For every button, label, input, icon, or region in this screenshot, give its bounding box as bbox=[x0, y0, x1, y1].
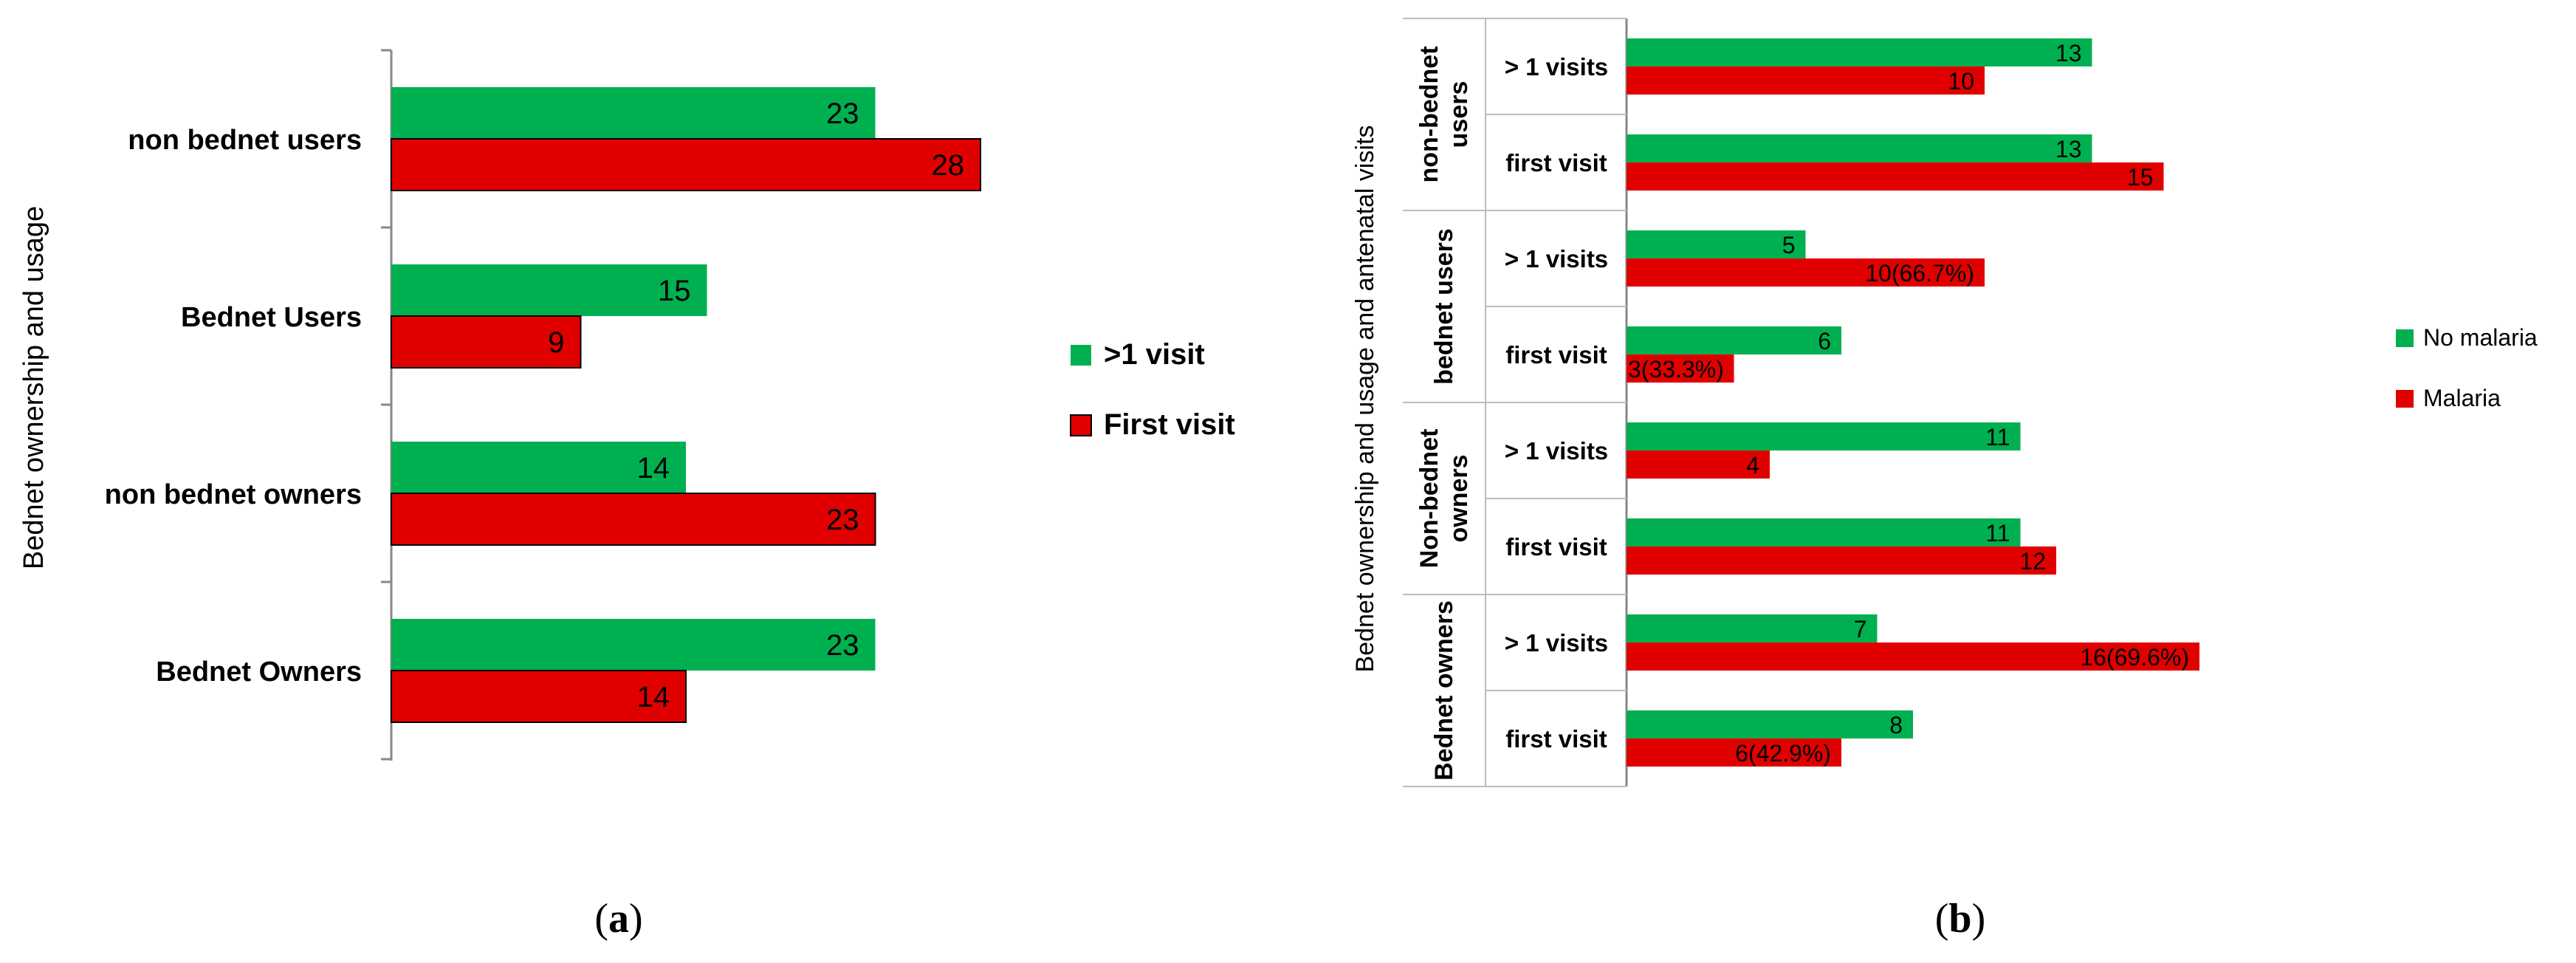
panel-b-group-label: Bednet owners bbox=[1430, 600, 1458, 781]
panel-b-bar bbox=[1627, 162, 2164, 191]
panel-b-bar bbox=[1627, 546, 2056, 575]
panel-b-category-label: > 1 visits bbox=[1505, 437, 1608, 465]
panel-b-category-label: first visit bbox=[1505, 149, 1607, 177]
panel-a-data-label: 15 bbox=[658, 275, 691, 307]
panel-a-bar bbox=[391, 87, 876, 139]
panel-b-caption-letter: b bbox=[1948, 896, 1971, 942]
panel-b-data-label: 7 bbox=[1854, 616, 1867, 642]
panel-a-bar bbox=[391, 138, 981, 191]
panel-b-category-label: first visit bbox=[1505, 341, 1607, 369]
panel-b-data-label: 3(33.3%) bbox=[1628, 356, 1724, 383]
panel-b-legend-label: No malaria bbox=[2423, 324, 2538, 351]
panel-a-data-label: 9 bbox=[548, 326, 564, 359]
panel-b-bar bbox=[1627, 710, 1913, 738]
panel-b-group-label: Non-bednetowners bbox=[1415, 429, 1473, 569]
panel-b-bar bbox=[1627, 38, 2092, 66]
panel-b-data-label: 12 bbox=[2019, 548, 2046, 575]
panel-b-group-label: non-bednetusers bbox=[1415, 46, 1473, 182]
panel-a-bar bbox=[391, 264, 707, 316]
panel-b-chart: Bednet ownership and usage and antenatal… bbox=[1351, 18, 2538, 942]
panel-a-bar bbox=[391, 670, 687, 723]
panel-a-data-label: 14 bbox=[637, 452, 670, 484]
panel-a-legend: >1 visit First visit bbox=[1070, 338, 1235, 441]
panel-b-data-label: 15 bbox=[2127, 164, 2154, 191]
panel-a-bar bbox=[391, 619, 876, 671]
panel-b-category-label: > 1 visits bbox=[1505, 53, 1608, 80]
panel-a-bar bbox=[391, 493, 876, 546]
panel-a-category-label: non bednet owners bbox=[105, 479, 362, 510]
panel-b-legend-swatch bbox=[2396, 390, 2414, 408]
panel-b-bar bbox=[1627, 738, 1841, 767]
panel-a-data-label: 28 bbox=[932, 149, 965, 182]
panel-a-category-label: non bednet users bbox=[128, 125, 362, 156]
panel-a-data-label: 14 bbox=[637, 681, 670, 713]
panel-a-legend-label: >1 visit bbox=[1104, 338, 1205, 371]
panel-b-bar bbox=[1627, 66, 1985, 95]
panel-b-category-label: first visit bbox=[1505, 725, 1607, 753]
panel-b-category-label: > 1 visits bbox=[1505, 245, 1608, 273]
panel-b-bar bbox=[1627, 326, 1841, 354]
panel-b-bar bbox=[1627, 642, 2199, 671]
panel-a-data-label: 23 bbox=[826, 97, 859, 130]
panel-b-data-label: 13 bbox=[2055, 136, 2082, 162]
panel-a-legend-swatch bbox=[1070, 414, 1092, 436]
panel-b-data-label: 6(42.9%) bbox=[1735, 740, 1831, 767]
panel-b-legend-swatch bbox=[2396, 329, 2414, 347]
panel-a-y-axis-label: Bednet ownership and usage bbox=[18, 206, 49, 569]
panel-b-category-label: first visit bbox=[1505, 533, 1607, 561]
panel-a-data-label: 23 bbox=[826, 629, 859, 662]
panel-b-data-label: 8 bbox=[1889, 712, 1903, 738]
panel-b-data-label: 10 bbox=[1948, 68, 1974, 95]
panel-b-data-label: 11 bbox=[1985, 520, 2010, 546]
panel-a-caption: (a) bbox=[594, 896, 642, 942]
panel-b-bar bbox=[1627, 450, 1770, 479]
panel-b-data-label: 11 bbox=[1985, 424, 2010, 450]
panel-b-group-label: bednet users bbox=[1430, 228, 1458, 385]
panel-b-bar bbox=[1627, 614, 1878, 642]
panel-b-caption: (b) bbox=[1935, 896, 1985, 942]
panel-b-category-label: > 1 visits bbox=[1505, 629, 1608, 657]
panel-b-bar bbox=[1627, 258, 1985, 287]
panel-a-bar bbox=[391, 442, 686, 493]
panel-b-data-label: 6 bbox=[1818, 328, 1831, 354]
panel-b-bar bbox=[1627, 518, 2021, 546]
panel-b-bar bbox=[1627, 230, 1806, 258]
panel-a-caption-letter: a bbox=[608, 896, 629, 942]
panel-a-bar bbox=[391, 315, 582, 369]
panel-a-legend-swatch bbox=[1071, 345, 1091, 366]
panel-b-bar bbox=[1627, 354, 1734, 383]
panel-b-data-label: 10(66.7%) bbox=[1865, 260, 1974, 287]
panel-b-bar bbox=[1627, 134, 2092, 162]
panel-a-legend-label: First visit bbox=[1104, 408, 1235, 441]
panel-b-data-label: 4 bbox=[1746, 452, 1759, 479]
panel-a-data-label: 23 bbox=[826, 504, 859, 536]
panel-b-data-label: 5 bbox=[1782, 232, 1796, 258]
panel-b-bar bbox=[1627, 422, 2021, 450]
panel-a-category-label: Bednet Users bbox=[181, 302, 362, 333]
panel-b-y-axis-label: Bednet ownership and usage and antenatal… bbox=[1351, 126, 1379, 673]
panel-b-data-label: 13 bbox=[2055, 40, 2082, 66]
panel-b-legend-label: Malaria bbox=[2423, 385, 2501, 411]
panel-b-data-label: 16(69.6%) bbox=[2080, 644, 2189, 671]
panel-a-category-label: Bednet Owners bbox=[156, 657, 362, 688]
panel-b-legend: No malaria Malaria bbox=[2396, 324, 2538, 411]
panel-a-chart: Bednet ownership and usage non bednet us… bbox=[18, 49, 1235, 942]
